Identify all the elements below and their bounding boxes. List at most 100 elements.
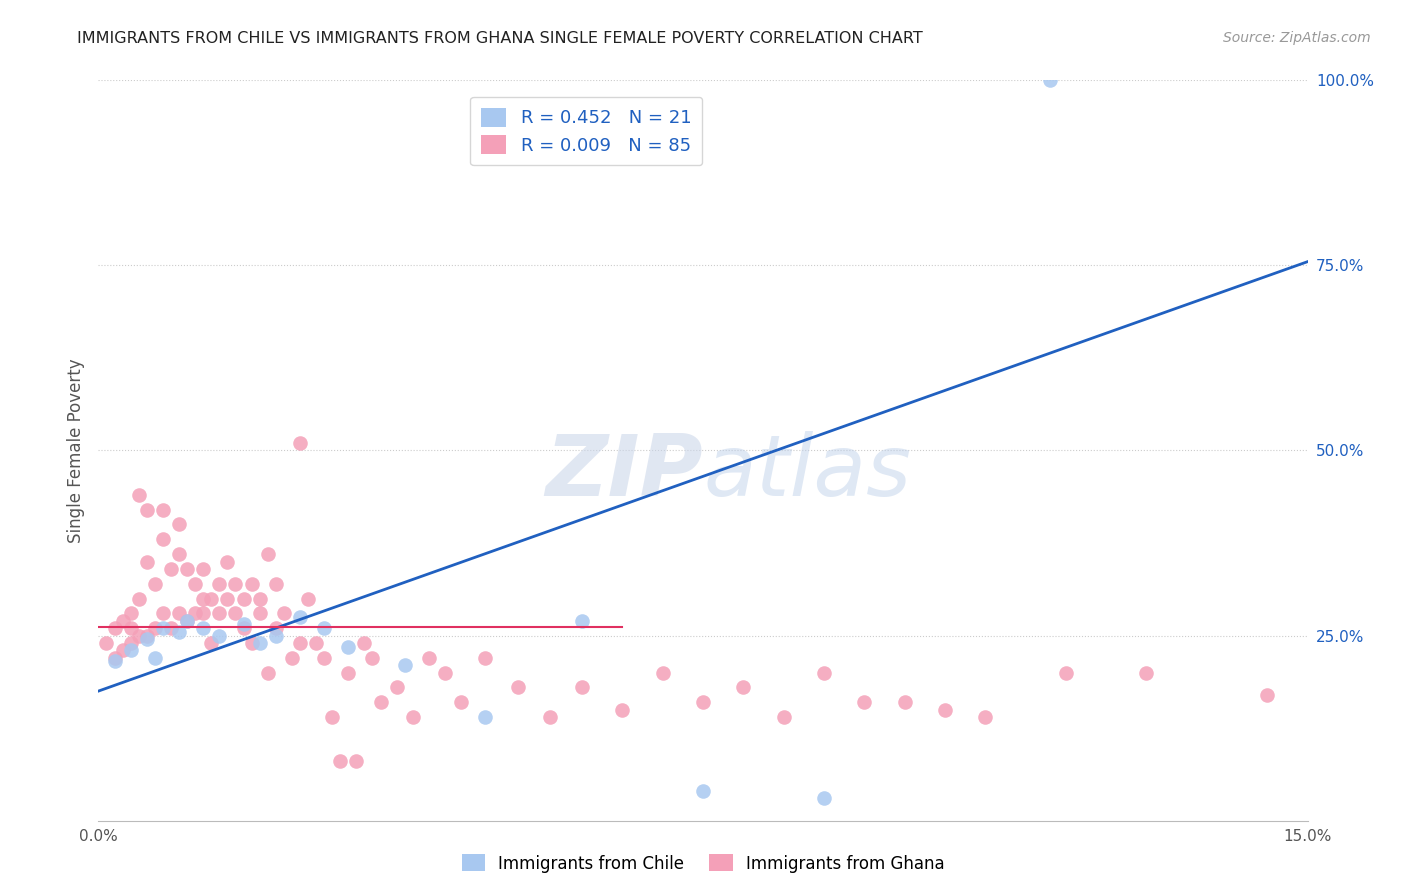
Point — [167, 624, 190, 639]
Text: atlas: atlas — [703, 431, 911, 514]
Point — [249, 607, 271, 621]
Point — [176, 614, 198, 628]
Point — [256, 665, 278, 680]
Point — [506, 681, 529, 695]
Point — [143, 621, 166, 635]
Point — [314, 650, 336, 665]
Point — [288, 436, 311, 450]
Point — [232, 591, 254, 606]
Point — [1256, 688, 1278, 702]
Point — [152, 533, 174, 547]
Point — [344, 755, 367, 769]
Point — [934, 703, 956, 717]
Point — [450, 695, 472, 709]
Point — [692, 784, 714, 798]
Point — [353, 636, 375, 650]
Point — [288, 636, 311, 650]
Point — [297, 591, 319, 606]
Point — [264, 621, 287, 635]
Point — [402, 710, 425, 724]
Point — [120, 621, 142, 635]
Point — [474, 710, 496, 724]
Point — [418, 650, 440, 665]
Point — [612, 703, 634, 717]
Point — [160, 562, 183, 576]
Point — [370, 695, 392, 709]
Point — [208, 607, 231, 621]
Point — [385, 681, 408, 695]
Text: IMMIGRANTS FROM CHILE VS IMMIGRANTS FROM GHANA SINGLE FEMALE POVERTY CORRELATION: IMMIGRANTS FROM CHILE VS IMMIGRANTS FROM… — [77, 31, 924, 46]
Legend: R = 0.452   N = 21, R = 0.009   N = 85: R = 0.452 N = 21, R = 0.009 N = 85 — [470, 96, 702, 165]
Point — [651, 665, 673, 680]
Point — [128, 628, 150, 642]
Point — [240, 576, 263, 591]
Point — [193, 607, 215, 621]
Point — [135, 632, 157, 647]
Point — [1054, 665, 1077, 680]
Point — [733, 681, 755, 695]
Point — [264, 628, 287, 642]
Point — [281, 650, 304, 665]
Point — [329, 755, 352, 769]
Point — [337, 665, 360, 680]
Text: Source: ZipAtlas.com: Source: ZipAtlas.com — [1223, 31, 1371, 45]
Point — [571, 681, 593, 695]
Point — [337, 640, 360, 654]
Point — [249, 636, 271, 650]
Point — [103, 650, 125, 665]
Point — [813, 791, 835, 805]
Point — [264, 576, 287, 591]
Point — [217, 591, 239, 606]
Point — [217, 555, 239, 569]
Point — [321, 710, 343, 724]
Point — [232, 621, 254, 635]
Point — [224, 576, 246, 591]
Point — [96, 636, 118, 650]
Point — [167, 607, 190, 621]
Point — [1039, 73, 1062, 87]
Legend: Immigrants from Chile, Immigrants from Ghana: Immigrants from Chile, Immigrants from G… — [456, 847, 950, 880]
Point — [361, 650, 384, 665]
Point — [692, 695, 714, 709]
Point — [120, 636, 142, 650]
Point — [772, 710, 794, 724]
Point — [893, 695, 915, 709]
Point — [474, 650, 496, 665]
Point — [434, 665, 457, 680]
Point — [152, 621, 174, 635]
Point — [538, 710, 561, 724]
Point — [813, 665, 835, 680]
Y-axis label: Single Female Poverty: Single Female Poverty — [66, 359, 84, 542]
Point — [103, 621, 125, 635]
Point — [208, 576, 231, 591]
Point — [167, 517, 190, 532]
Point — [176, 614, 198, 628]
Point — [394, 658, 416, 673]
Point — [135, 628, 157, 642]
Point — [571, 614, 593, 628]
Point — [120, 643, 142, 657]
Point — [184, 576, 207, 591]
Text: ZIP: ZIP — [546, 431, 703, 514]
Point — [314, 621, 336, 635]
Point — [103, 655, 125, 669]
Point — [128, 488, 150, 502]
Point — [1135, 665, 1157, 680]
Point — [273, 607, 295, 621]
Point — [200, 591, 222, 606]
Point — [143, 576, 166, 591]
Point — [184, 607, 207, 621]
Point — [208, 628, 231, 642]
Point — [160, 621, 183, 635]
Point — [232, 617, 254, 632]
Point — [143, 650, 166, 665]
Point — [193, 621, 215, 635]
Point — [224, 607, 246, 621]
Point — [128, 591, 150, 606]
Point — [176, 562, 198, 576]
Point — [193, 562, 215, 576]
Point — [288, 610, 311, 624]
Point — [853, 695, 876, 709]
Point — [193, 591, 215, 606]
Point — [167, 547, 190, 561]
